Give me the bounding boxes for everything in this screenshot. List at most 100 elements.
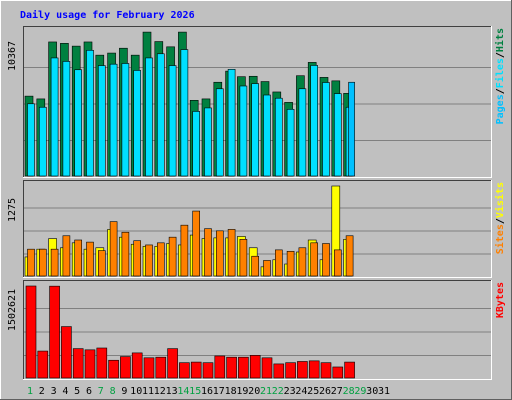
right-axis-label: Sites/Visits bbox=[494, 182, 506, 254]
x-tick-label-1: 1 bbox=[27, 386, 33, 397]
x-axis-day-labels: 1 2 3 4 5 6 7 8 9 10 11 12 13 14 15 16 17 18 19 20 21 22 23 24 2… bbox=[27, 386, 390, 397]
bar-files-day-15 bbox=[192, 111, 200, 177]
axis-label-visits: Visits bbox=[494, 182, 506, 218]
x-tick-label-24: 24 bbox=[295, 386, 307, 397]
bar-kbytes-day-6 bbox=[84, 349, 96, 379]
x-tick-label-18: 18 bbox=[225, 386, 237, 397]
chart-panels: 10367Pages/Files/Hits1275Sites/Visits150… bbox=[7, 26, 506, 380]
x-tick-label-16: 16 bbox=[201, 386, 213, 397]
panel-hits-files-pages: 10367 Pages/Files/Hits bbox=[7, 26, 506, 178]
bar-sites-day-12 bbox=[157, 242, 165, 277]
bar-files-day-18 bbox=[227, 69, 236, 177]
bar-sites-day-15 bbox=[192, 210, 200, 277]
bar-files-day-2 bbox=[38, 106, 47, 177]
bar-files-day-24 bbox=[298, 88, 307, 177]
y-max-label: 1275 bbox=[7, 198, 18, 222]
x-tick-label-5: 5 bbox=[74, 386, 80, 397]
bar-files-day-11 bbox=[145, 57, 153, 177]
bar-sites-day-22 bbox=[274, 249, 283, 277]
bar-sites-day-8 bbox=[109, 221, 118, 277]
bar-sites-day-10 bbox=[133, 240, 141, 277]
x-tick-label-9: 9 bbox=[121, 386, 127, 397]
bar-kbytes-day-9 bbox=[120, 356, 131, 379]
bar-sites-day-28 bbox=[345, 235, 354, 277]
y-max-label: 10367 bbox=[7, 41, 18, 71]
bar-sites-day-19 bbox=[239, 238, 248, 277]
bar-files-day-7 bbox=[98, 65, 106, 177]
x-tick-label-29: 29 bbox=[354, 386, 366, 397]
bar-kbytes-day-7 bbox=[96, 347, 108, 379]
x-tick-label-11: 11 bbox=[142, 386, 154, 397]
axis-label-sites: Sites bbox=[494, 224, 506, 254]
bar-files-day-17 bbox=[216, 88, 224, 177]
bar-sites-day-14 bbox=[180, 224, 189, 277]
bar-sites-day-26 bbox=[322, 243, 330, 277]
axis-label-separator: / bbox=[495, 218, 506, 224]
bar-kbytes-day-10 bbox=[131, 352, 143, 379]
bar-sites-day-2 bbox=[38, 248, 47, 277]
x-tick-label-8: 8 bbox=[110, 386, 116, 397]
bar-kbytes-day-8 bbox=[108, 359, 119, 379]
x-tick-label-13: 13 bbox=[166, 386, 178, 397]
bar-files-day-23 bbox=[286, 109, 295, 177]
panel-visits-sites: 1275 Sites/Visits bbox=[7, 180, 506, 278]
bar-kbytes-day-22 bbox=[273, 363, 285, 379]
bar-sites-day-27 bbox=[333, 249, 342, 277]
bar-files-day-16 bbox=[204, 107, 212, 177]
bar-sites-day-7 bbox=[98, 250, 106, 277]
x-tick-label-20: 20 bbox=[248, 386, 260, 397]
bar-files-day-8 bbox=[109, 63, 118, 177]
x-tick-label-3: 3 bbox=[51, 386, 57, 397]
chart-title: Daily usage for February 2026 bbox=[20, 9, 195, 21]
x-tick-label-22: 22 bbox=[272, 386, 284, 397]
bar-kbytes-day-11 bbox=[143, 357, 155, 379]
bar-files-day-10 bbox=[133, 70, 141, 177]
x-tick-label-14: 14 bbox=[177, 386, 189, 397]
bar-sites-day-6 bbox=[86, 241, 94, 277]
bar-files-day-22 bbox=[274, 97, 283, 177]
bar-sites-day-21 bbox=[263, 260, 271, 277]
bar-kbytes-day-16 bbox=[202, 362, 214, 379]
bar-files-day-9 bbox=[121, 63, 130, 177]
bar-kbytes-day-27 bbox=[332, 366, 344, 379]
bar-sites-day-16 bbox=[204, 228, 212, 277]
bar-kbytes-day-18 bbox=[226, 356, 237, 379]
bar-files-day-20 bbox=[251, 83, 259, 177]
bar-kbytes-day-24 bbox=[297, 361, 308, 379]
panel-kbytes: 1502621 KBytes bbox=[7, 280, 506, 380]
bar-kbytes-day-5 bbox=[72, 348, 84, 379]
right-axis-label: KBytes bbox=[495, 282, 506, 318]
axis-label-separator: / bbox=[495, 88, 506, 94]
bar-files-day-25 bbox=[310, 65, 319, 177]
bar-sites-day-18 bbox=[227, 229, 236, 277]
bar-kbytes-day-4 bbox=[61, 326, 72, 379]
x-tick-label-19: 19 bbox=[236, 386, 248, 397]
axis-label-kbytes: KBytes bbox=[495, 282, 506, 318]
bar-files-day-14 bbox=[180, 49, 189, 177]
y-max-label: 1502621 bbox=[7, 289, 18, 331]
x-tick-label-26: 26 bbox=[319, 386, 331, 397]
x-tick-label-27: 27 bbox=[331, 386, 343, 397]
bar-files-day-27 bbox=[333, 93, 342, 177]
bar-sites-day-25 bbox=[310, 242, 319, 277]
bar-files-day-13 bbox=[168, 65, 177, 177]
x-tick-label-7: 7 bbox=[98, 386, 104, 397]
bar-kbytes-day-13 bbox=[167, 348, 178, 379]
right-axis-label: Pages/Files/Hits bbox=[494, 28, 506, 124]
x-tick-label-6: 6 bbox=[86, 386, 92, 397]
bar-kbytes-day-15 bbox=[190, 361, 202, 379]
bar-kbytes-day-12 bbox=[155, 356, 167, 379]
bar-kbytes-day-28 bbox=[344, 361, 355, 379]
bar-files-day-19 bbox=[239, 85, 248, 177]
bar-kbytes-day-19 bbox=[238, 356, 249, 379]
bar-sites-day-17 bbox=[216, 230, 224, 277]
bar-sites-day-4 bbox=[62, 235, 71, 277]
x-tick-label-25: 25 bbox=[307, 386, 319, 397]
x-tick-label-17: 17 bbox=[213, 386, 225, 397]
x-tick-label-4: 4 bbox=[62, 386, 68, 397]
bar-kbytes-day-23 bbox=[285, 362, 296, 379]
x-tick-label-21: 21 bbox=[260, 386, 272, 397]
bar-files-day-6 bbox=[86, 49, 94, 177]
